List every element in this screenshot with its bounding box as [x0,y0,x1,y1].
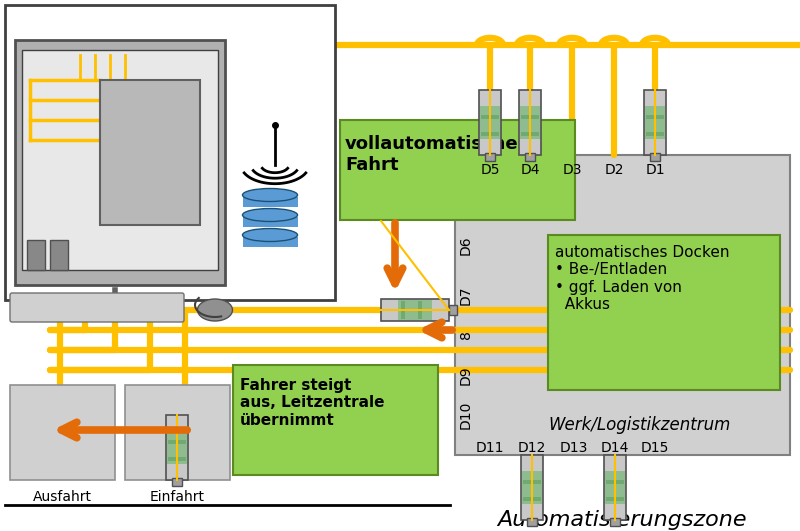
Bar [242,217,298,227]
Bar [644,90,666,155]
Bar [610,518,620,526]
Text: Ausfahrt: Ausfahrt [33,490,91,504]
Bar [650,153,660,161]
Bar [527,518,537,526]
Bar [481,132,499,135]
Bar [548,235,780,390]
Bar [519,90,541,155]
Text: D11: D11 [476,441,504,455]
Bar [645,106,665,139]
Bar [168,440,186,444]
Bar [523,480,541,484]
Bar [27,240,45,270]
Bar [233,365,438,475]
Bar [521,455,543,520]
Ellipse shape [242,228,298,242]
Text: D14: D14 [601,441,629,455]
Text: D2: D2 [604,163,624,177]
Text: D9: D9 [459,365,473,385]
Bar [606,480,624,484]
Bar [479,90,501,155]
Ellipse shape [242,189,298,201]
Bar [455,155,790,455]
Bar [605,471,625,504]
Text: D6: D6 [459,235,473,255]
Text: D5: D5 [480,163,500,177]
Text: D3: D3 [562,163,582,177]
Text: Werk/Logistikzentrum: Werk/Logistikzentrum [549,416,731,434]
Bar [525,153,535,161]
Bar [10,385,115,480]
FancyBboxPatch shape [10,293,184,322]
Bar [167,431,187,464]
Bar [480,106,500,139]
Text: Fahrer steigt
aus, Leitzentrale
übernimmt: Fahrer steigt aus, Leitzentrale übernimm… [240,378,385,428]
Bar [5,5,335,300]
Bar [485,153,495,161]
Text: D7: D7 [459,285,473,305]
Bar [22,50,218,270]
Text: D15: D15 [641,441,669,455]
Bar [172,478,182,486]
Text: 8: 8 [459,331,473,339]
Bar [604,455,626,520]
Ellipse shape [242,209,298,221]
Text: D1: D1 [645,163,665,177]
Bar [402,301,406,319]
Bar [646,132,664,135]
Bar [520,106,540,139]
Bar [50,240,68,270]
Bar [646,115,664,119]
Bar [398,300,432,320]
Bar [523,496,541,501]
Bar [168,457,186,460]
Bar [340,120,575,220]
Ellipse shape [198,299,233,321]
Bar [522,471,542,504]
Text: Automatisierungszone: Automatisierungszone [497,510,747,530]
Text: D10: D10 [459,401,473,429]
Bar [242,237,298,247]
Text: Einfahrt: Einfahrt [150,490,205,504]
Bar [449,305,457,315]
Text: D13: D13 [560,441,588,455]
Bar [166,415,188,480]
Bar [606,496,624,501]
Text: vollautomatische
Fahrt: vollautomatische Fahrt [345,135,518,174]
Bar [521,132,539,135]
Text: D12: D12 [518,441,546,455]
Text: automatisches Docken
• Be-/Entladen
• ggf. Laden von
  Akkus: automatisches Docken • Be-/Entladen • gg… [555,245,730,312]
Bar [481,115,499,119]
Bar [381,299,449,321]
Text: D4: D4 [520,163,540,177]
Bar [15,40,225,285]
Bar [521,115,539,119]
Bar [242,197,298,207]
Bar [100,80,200,225]
Bar [418,301,422,319]
Bar [125,385,230,480]
